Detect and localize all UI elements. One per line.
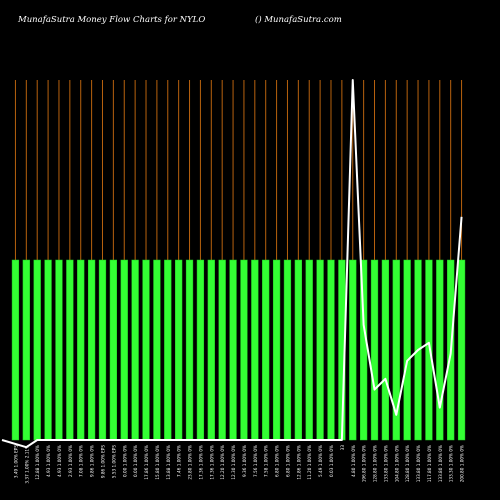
x-tick-label: 133.80 1.00% 0% xyxy=(383,445,388,482)
x-tick-label: 15.80 1.00% 0% xyxy=(155,445,160,480)
x-tick-labels: 3.49 1.00% EPS 3.37 1.00% 2.11% 12.88 1.00… xyxy=(13,445,464,484)
bar xyxy=(272,259,281,441)
x-tick-label: 6.80 1.00% 0% xyxy=(285,445,290,477)
site-credit: () MunafaSutra.com xyxy=(255,15,342,25)
x-tick-label: 23.80 1.00% 0% xyxy=(188,445,193,480)
x-tick-label: 4.93 1.00% 0% xyxy=(46,445,51,477)
bar xyxy=(425,259,433,441)
bar xyxy=(457,259,466,441)
x-tick-label: 2.93 1.00% 0% xyxy=(68,445,73,477)
x-tick-label: 9.86 1.00% 0% xyxy=(90,445,95,477)
x-tick-label: 0.00 1.00% 0% xyxy=(133,445,138,477)
x-tick-label: 0.03 1.00% 0% xyxy=(329,445,334,477)
x-tick-label: 3.49 1.00% EPS xyxy=(13,445,18,478)
bar xyxy=(22,259,30,441)
bar xyxy=(33,259,41,441)
x-tick-label: 133.80 1.00% 0% xyxy=(416,445,421,482)
bar xyxy=(370,259,379,441)
x-tick-label: 104.80 1.00% 0% xyxy=(394,445,399,482)
bar xyxy=(349,259,357,441)
money-flow-line-path xyxy=(1,79,463,449)
bar xyxy=(66,259,74,441)
bar xyxy=(436,259,444,441)
chart-title: MunafaSutra Money Flow Charts for NYLO xyxy=(18,15,206,25)
x-tick-label: 17.86 1.00% 0% xyxy=(144,445,149,480)
bar xyxy=(109,259,117,441)
x-tick-label: 4.93 1.00% 0% xyxy=(57,445,62,477)
bar xyxy=(131,259,139,441)
x-tick-label: 12.30 1.00% 0% xyxy=(231,445,236,480)
bar xyxy=(218,259,226,441)
x-tick-label: 4.80 1.00% 0% xyxy=(351,445,356,477)
x-tick-label: 133.80 1.00% 0% xyxy=(438,445,443,482)
x-tick-label: 5.53 1.00% EPS xyxy=(111,445,116,478)
bar xyxy=(262,259,270,441)
x-tick-label: 12.20 1.00% 0% xyxy=(220,445,225,480)
bar xyxy=(153,259,161,441)
x-tick-label: 7.56 1.00% 0% xyxy=(253,445,258,477)
x-tick-label: 7.46 1.00% 0% xyxy=(177,445,182,477)
x-tick-label: 196.80 1.00% 0% xyxy=(362,445,367,482)
x-tick-label: 11.20 1.00% 0% xyxy=(307,445,312,480)
bar xyxy=(392,259,400,441)
x-tick-label: 12.86 1.00% 0% xyxy=(296,445,301,480)
bar xyxy=(229,259,237,441)
x-tick-label: 9.36 1.00% 0% xyxy=(242,445,247,477)
bar xyxy=(185,259,194,441)
x-tick-label: 6.80 1.00% 0% xyxy=(275,445,280,477)
x-tick-label: 13.88 1.00% 0% xyxy=(166,445,171,480)
x-tick-label: 128.80 1.00% 0% xyxy=(373,445,378,482)
bar xyxy=(44,259,52,441)
x-tick-label: 117.80 1.00% 0% xyxy=(427,445,432,482)
bar xyxy=(196,259,205,441)
x-tick-label: 3.37 1.00% 2.11% xyxy=(24,445,29,484)
bar xyxy=(240,259,248,441)
x-tick-label: 133.30 1.00% 0% xyxy=(449,445,454,482)
x-tick-label: 17.36 1.00% 0% xyxy=(209,445,214,480)
bar xyxy=(142,259,150,441)
x-tick-label: 33 xyxy=(340,445,345,451)
bar xyxy=(120,259,128,441)
bar xyxy=(98,259,107,441)
x-tick-label: 128.80 1.00% 0% xyxy=(405,445,410,482)
bar xyxy=(294,259,302,441)
x-tick-label: 9.86 1.00% EPS xyxy=(100,445,105,478)
bar xyxy=(175,259,183,441)
bar xyxy=(55,259,63,441)
x-tick-label: 17.36 1.00% 0% xyxy=(198,445,203,480)
bar xyxy=(87,259,96,441)
bar xyxy=(164,259,172,441)
bar xyxy=(283,259,292,441)
bar xyxy=(381,259,390,441)
x-tick-label: 7.08 1.00% 0% xyxy=(79,445,84,477)
x-tick-label: 12.88 1.00% 0% xyxy=(35,445,40,480)
bar xyxy=(327,259,335,441)
bar xyxy=(11,259,20,441)
x-tick-label: 5.49 1.00% 0% xyxy=(318,445,323,477)
bar xyxy=(403,259,411,441)
x-tick-label: 0.00 1.00% 0% xyxy=(122,445,127,477)
bar xyxy=(316,259,324,441)
x-tick-label: 200.80 1.00% 0% xyxy=(460,445,465,482)
bar xyxy=(305,259,313,441)
x-tick-label: 7.58 1.00% 0% xyxy=(264,445,269,477)
bar xyxy=(207,259,215,441)
money-flow-line xyxy=(1,79,463,449)
bar xyxy=(251,259,259,441)
bar xyxy=(77,259,85,441)
